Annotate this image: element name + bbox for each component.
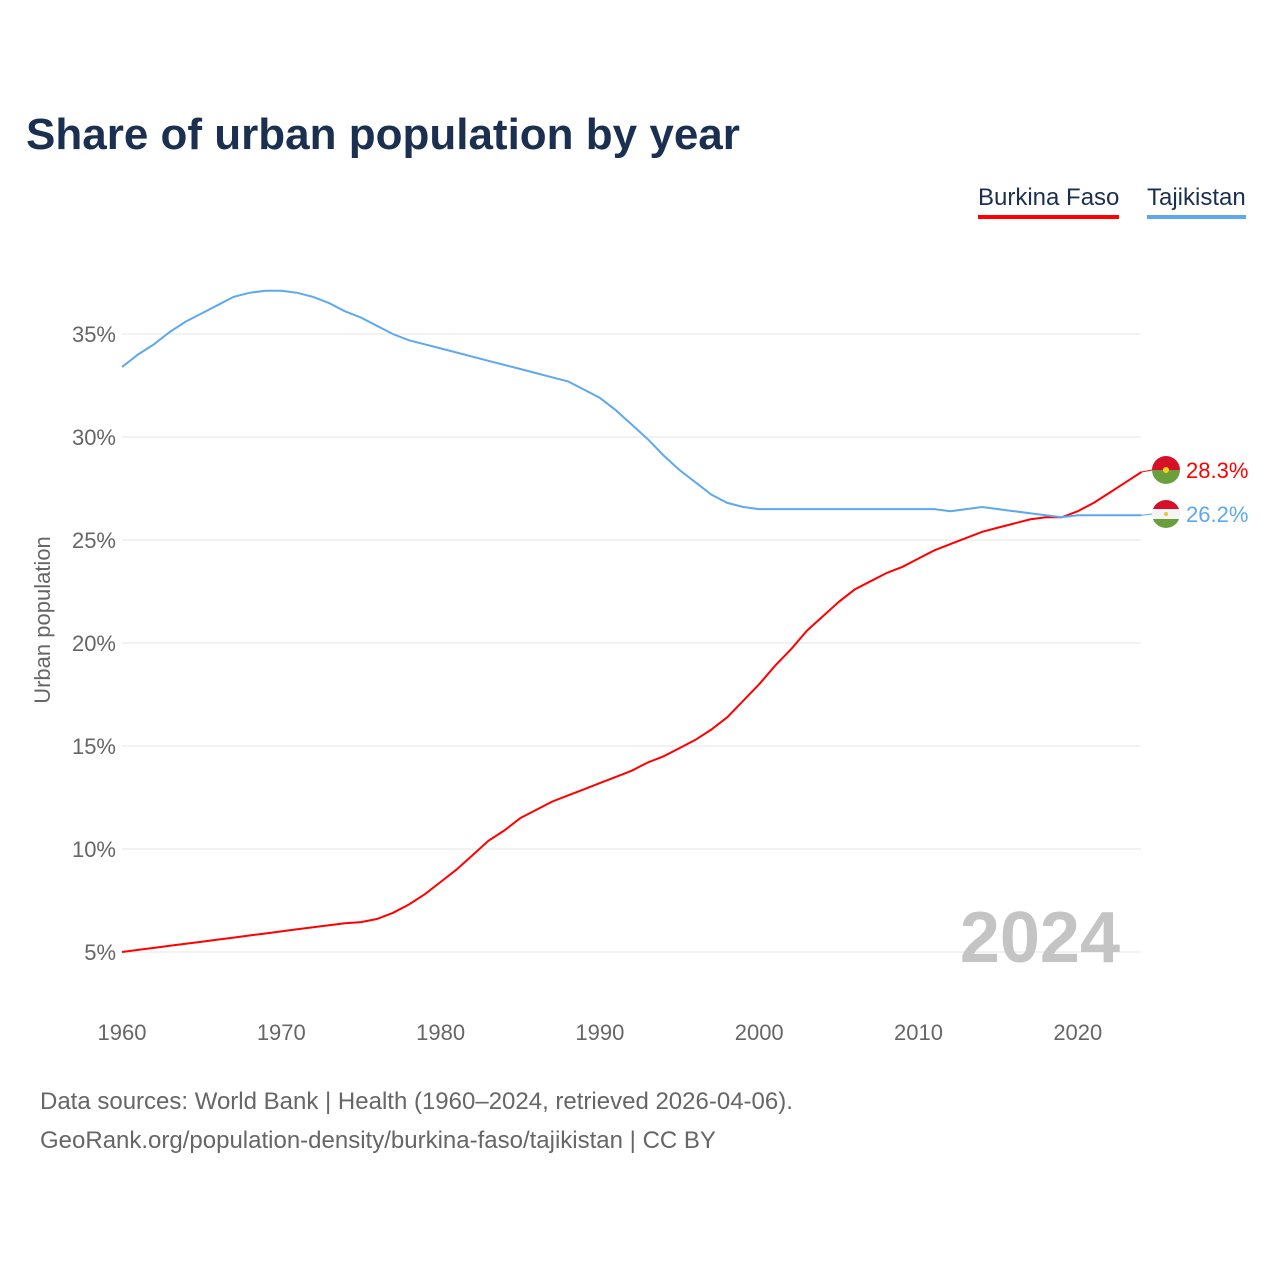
x-tick-label: 2020 [1053, 1020, 1102, 1045]
end-value-label: 28.3% [1186, 458, 1248, 483]
x-tick-label: 1990 [575, 1020, 624, 1045]
x-tick-label: 1960 [98, 1020, 147, 1045]
y-tick-label: 20% [72, 631, 116, 656]
y-tick-label: 25% [72, 528, 116, 553]
flag-star [1163, 467, 1169, 473]
y-axis-label: Urban population [30, 536, 55, 704]
y-tick-label: 5% [84, 940, 116, 965]
end-connector [1141, 469, 1153, 473]
end-value-label: 26.2% [1186, 502, 1248, 527]
flag-crown [1164, 512, 1168, 516]
legend-tajikistan[interactable]: Tajikistan [1147, 184, 1246, 219]
flag-band [1152, 500, 1180, 509]
y-tick-label: 10% [72, 837, 116, 862]
tajikistan-flag-icon [1152, 500, 1180, 528]
legend-burkina-faso[interactable]: Burkina Faso [978, 184, 1120, 219]
source-line-1: Data sources: World Bank | Health (1960–… [40, 1088, 793, 1115]
y-tick-label: 35% [72, 322, 116, 347]
y-tick-label: 15% [72, 734, 116, 759]
x-tick-label: 2000 [735, 1020, 784, 1045]
x-tick-label: 1980 [416, 1020, 465, 1045]
series-line-burkina-faso [121, 471, 1143, 953]
flag-band [1152, 519, 1180, 528]
flag-band [1152, 456, 1180, 470]
x-tick-label: 1970 [257, 1020, 306, 1045]
x-tick-label: 2010 [894, 1020, 943, 1045]
y-tick-label: 30% [72, 425, 116, 450]
burkina-faso-flag-icon [1152, 456, 1180, 484]
end-connector [1141, 513, 1153, 516]
chart-title: Share of urban population by year [26, 110, 740, 159]
flag-band [1152, 470, 1180, 484]
source-line-2[interactable]: GeoRank.org/population-density/burkina-f… [40, 1127, 716, 1154]
series-line-tajikistan [121, 289, 1142, 519]
year-watermark: 2024 [960, 898, 1120, 978]
